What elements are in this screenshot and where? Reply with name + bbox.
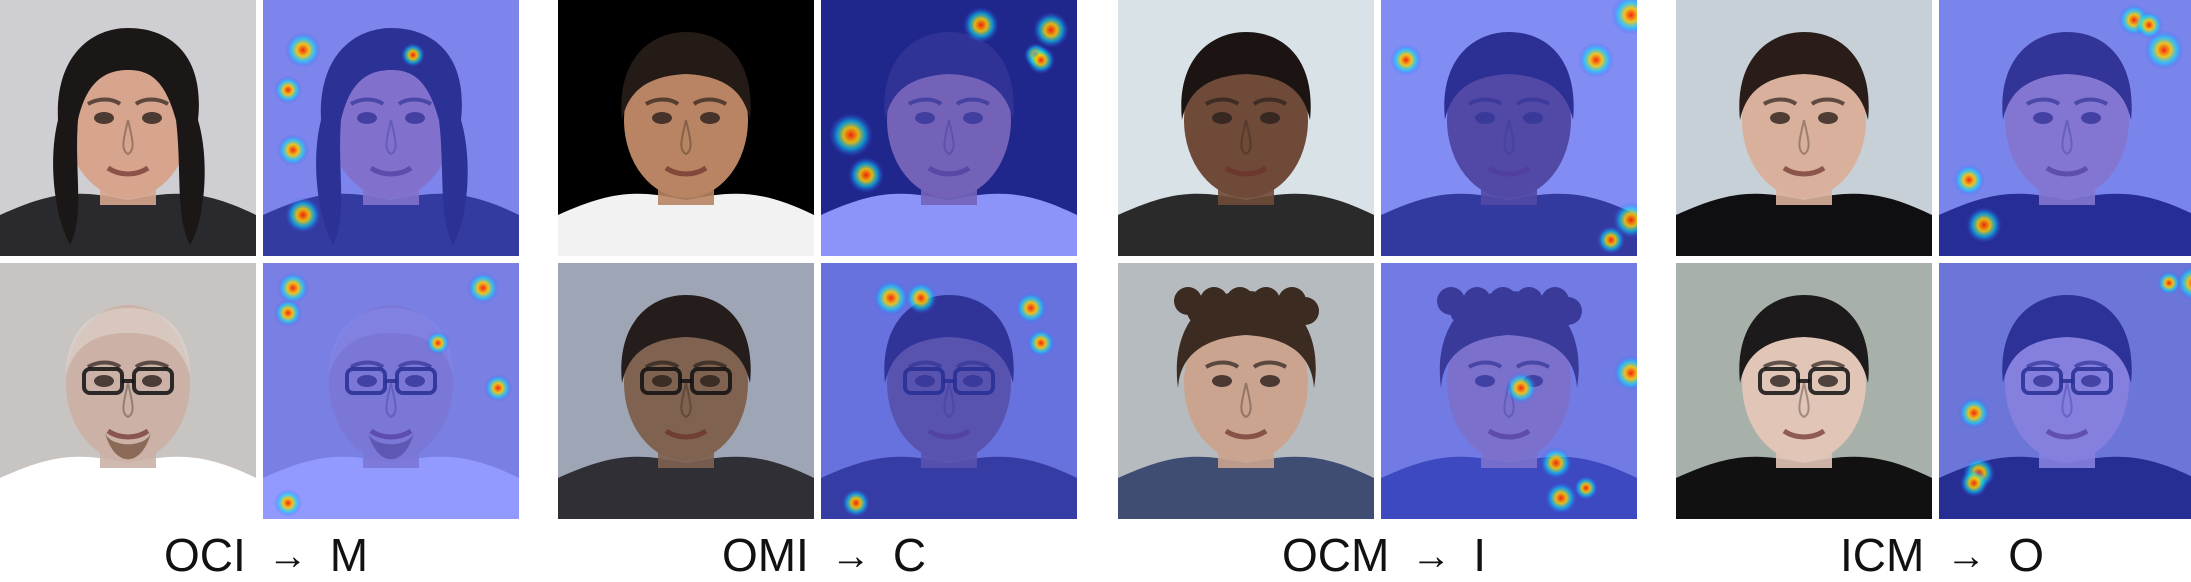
- input-face-cell: [1676, 0, 1932, 256]
- heatmap-hotspot: [1505, 372, 1537, 404]
- face-image: [1676, 0, 1932, 256]
- domain-caption: OCI → M: [0, 530, 532, 581]
- heatmap-hotspot: [2176, 265, 2191, 301]
- attention-map-cell: [1381, 0, 1637, 256]
- heatmap-hotspot: [1613, 355, 1637, 391]
- arrow-right-icon: →: [830, 534, 871, 578]
- heatmap-hotspot: [1390, 44, 1422, 76]
- heatmap-hotspot: [1611, 0, 1637, 35]
- attention-map-cell: [1939, 263, 2191, 519]
- source-domains-label: OCI: [163, 529, 246, 581]
- heatmap-hotspot: [1574, 476, 1598, 500]
- comparison-group: OCI → M: [0, 0, 532, 582]
- heatmap-hotspot: [274, 489, 302, 517]
- target-domain-label: O: [2008, 529, 2045, 581]
- image-grid: [558, 0, 1090, 520]
- image-grid: [0, 0, 532, 520]
- input-face-cell: [558, 0, 814, 256]
- input-face-cell: [1118, 263, 1374, 519]
- heatmap-hotspot: [963, 7, 999, 43]
- image-grid: [1676, 0, 2191, 520]
- input-face-cell: [1676, 263, 1932, 519]
- face-image: [558, 263, 814, 519]
- attention-map-cell: [821, 263, 1077, 519]
- attention-map-image: [1381, 0, 1637, 256]
- heatmap-hotspot: [426, 331, 450, 355]
- heatmap-hotspot: [285, 197, 321, 233]
- heatmap-hotspot: [277, 134, 309, 166]
- domain-caption: OCM → I: [1118, 530, 1650, 581]
- face-image: [1118, 263, 1374, 519]
- heatmap-hotspot: [829, 113, 873, 157]
- image-grid: [1118, 0, 1650, 520]
- target-domain-label: C: [892, 529, 927, 581]
- heatmap-hotspot: [1578, 42, 1614, 78]
- attention-map-cell: [1939, 0, 2191, 256]
- heatmap-hotspot: [1958, 397, 1990, 429]
- domain-caption: ICM → O: [1676, 530, 2191, 581]
- heatmap-hotspot: [285, 32, 321, 68]
- domain-caption: OMI → C: [558, 530, 1090, 581]
- attention-map-image: [1939, 0, 2191, 256]
- heatmap-hotspot: [484, 374, 512, 402]
- heatmap-hotspot: [274, 76, 302, 104]
- heatmap-hotspot: [842, 489, 870, 517]
- face-image: [558, 0, 814, 256]
- heatmap-hotspot: [1033, 12, 1069, 48]
- comparison-group: OCM → I: [1118, 0, 1650, 582]
- face-image: [0, 263, 256, 519]
- heatmap-hotspot: [1966, 207, 2002, 243]
- target-domain-label: M: [329, 529, 369, 581]
- heatmap-hotspot: [848, 157, 884, 193]
- heatmap-hotspot: [401, 43, 425, 67]
- source-domains-label: ICM: [1839, 529, 1925, 581]
- heatmap-hotspot: [1960, 469, 1988, 497]
- input-face-cell: [0, 263, 256, 519]
- arrow-right-icon: →: [267, 534, 308, 578]
- attention-map-cell: [263, 263, 519, 519]
- source-domains-label: OMI: [721, 529, 809, 581]
- heatmap-hotspot: [1545, 482, 1577, 514]
- arrow-right-icon: →: [1946, 534, 1987, 578]
- attention-map-image: [821, 263, 1077, 519]
- heatmap-hotspot: [1027, 46, 1055, 74]
- heatmap-hotspot: [873, 280, 909, 316]
- comparison-group: ICM → O: [1676, 0, 2191, 582]
- heatmap-hotspot: [905, 282, 937, 314]
- arrow-right-icon: →: [1411, 534, 1452, 578]
- heatmap-hotspot: [277, 272, 309, 304]
- heatmap-hotspot: [1027, 329, 1055, 357]
- attention-map-image: [1939, 263, 2191, 519]
- heatmap-hotspot: [2157, 271, 2181, 295]
- heatmap-hotspot: [274, 299, 302, 327]
- heatmap-hotspot: [467, 272, 499, 304]
- source-domains-label: OCM: [1281, 529, 1390, 581]
- heatmap-hotspot: [1015, 292, 1047, 324]
- attention-map-cell: [1381, 263, 1637, 519]
- face-image: [0, 0, 256, 256]
- heatmap-hotspot: [1540, 447, 1572, 479]
- face-image: [1118, 0, 1374, 256]
- attention-map-image: [263, 263, 519, 519]
- heatmap-hotspot: [1953, 164, 1985, 196]
- input-face-cell: [0, 0, 256, 256]
- attention-map-image: [821, 0, 1077, 256]
- face-image: [1676, 263, 1932, 519]
- attention-map-cell: [821, 0, 1077, 256]
- attention-map-image: [263, 0, 519, 256]
- input-face-cell: [1118, 0, 1374, 256]
- heatmap-hotspot: [1597, 226, 1625, 254]
- input-face-cell: [558, 263, 814, 519]
- target-domain-label: I: [1473, 529, 1487, 581]
- heatmap-hotspot: [2144, 30, 2184, 70]
- attention-map-cell: [263, 0, 519, 256]
- comparison-group: OMI → C: [558, 0, 1090, 582]
- attention-map-image: [1381, 263, 1637, 519]
- heatmap-hotspot: [2135, 11, 2163, 39]
